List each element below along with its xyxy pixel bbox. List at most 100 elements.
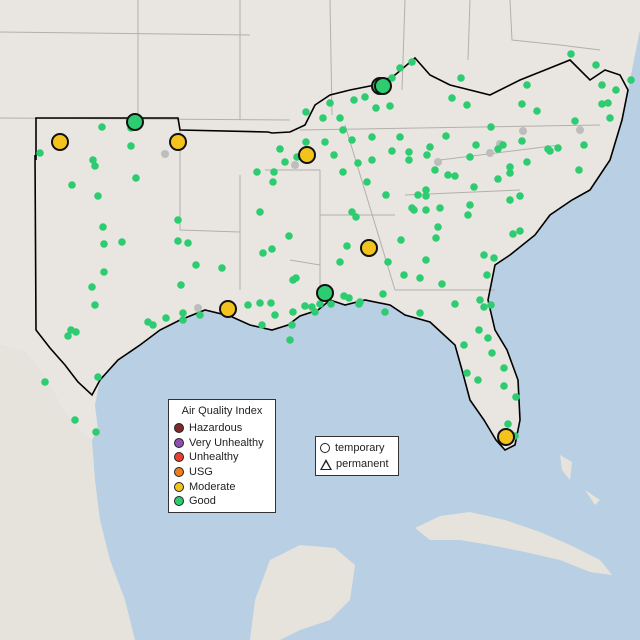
station-marker-good[interactable] (285, 232, 293, 240)
station-marker-good[interactable] (405, 148, 413, 156)
station-marker-good[interactable] (400, 271, 408, 279)
temporary-monitor-good[interactable] (316, 284, 334, 302)
station-marker-good[interactable] (196, 311, 204, 319)
station-marker-good[interactable] (162, 314, 170, 322)
temporary-monitor-moderate[interactable] (497, 428, 515, 446)
station-marker-good[interactable] (451, 300, 459, 308)
station-marker-good[interactable] (268, 245, 276, 253)
station-marker-good[interactable] (567, 50, 575, 58)
station-marker-good[interactable] (253, 168, 261, 176)
station-marker-good[interactable] (494, 175, 502, 183)
station-marker-good[interactable] (363, 178, 371, 186)
station-marker-good[interactable] (258, 321, 266, 329)
station-marker-good[interactable] (381, 308, 389, 316)
station-marker-good[interactable] (488, 349, 496, 357)
station-marker-good[interactable] (99, 223, 107, 231)
station-marker-good[interactable] (396, 133, 404, 141)
station-marker-good[interactable] (302, 138, 310, 146)
station-marker-good[interactable] (94, 192, 102, 200)
station-marker-good[interactable] (184, 239, 192, 247)
station-marker-good[interactable] (408, 204, 416, 212)
station-marker-good[interactable] (438, 280, 446, 288)
station-marker-good[interactable] (326, 99, 334, 107)
station-marker-good[interactable] (518, 100, 526, 108)
station-marker-good[interactable] (472, 141, 480, 149)
station-marker-good[interactable] (483, 271, 491, 279)
station-marker-good[interactable] (571, 117, 579, 125)
station-marker-good[interactable] (416, 309, 424, 317)
station-marker-good[interactable] (422, 206, 430, 214)
station-marker-good[interactable] (41, 378, 49, 386)
station-marker-good[interactable] (580, 141, 588, 149)
station-marker-good[interactable] (71, 416, 79, 424)
station-marker-good[interactable] (94, 373, 102, 381)
station-marker-inactive[interactable] (576, 126, 584, 134)
station-marker-inactive[interactable] (519, 127, 527, 135)
station-marker-good[interactable] (270, 168, 278, 176)
station-marker-good[interactable] (100, 268, 108, 276)
station-marker-good[interactable] (372, 104, 380, 112)
station-marker-good[interactable] (382, 191, 390, 199)
station-marker-good[interactable] (523, 158, 531, 166)
station-marker-good[interactable] (179, 316, 187, 324)
station-marker-good[interactable] (345, 294, 353, 302)
station-marker-good[interactable] (432, 234, 440, 242)
station-marker-good[interactable] (91, 162, 99, 170)
station-marker-good[interactable] (348, 208, 356, 216)
station-marker-good[interactable] (448, 94, 456, 102)
station-marker-good[interactable] (179, 309, 187, 317)
station-marker-good[interactable] (464, 211, 472, 219)
station-marker-good[interactable] (276, 145, 284, 153)
station-marker-inactive[interactable] (161, 150, 169, 158)
station-marker-good[interactable] (533, 107, 541, 115)
station-marker-good[interactable] (301, 302, 309, 310)
station-marker-good[interactable] (91, 301, 99, 309)
station-marker-good[interactable] (460, 341, 468, 349)
station-marker-good[interactable] (289, 308, 297, 316)
station-marker-good[interactable] (487, 123, 495, 131)
station-marker-good[interactable] (256, 299, 264, 307)
station-marker-good[interactable] (500, 382, 508, 390)
station-marker-good[interactable] (431, 166, 439, 174)
temporary-monitor-good[interactable] (374, 77, 392, 95)
station-marker-good[interactable] (388, 74, 396, 82)
station-marker-good[interactable] (336, 114, 344, 122)
station-marker-good[interactable] (302, 108, 310, 116)
station-marker-good[interactable] (487, 301, 495, 309)
station-marker-good[interactable] (319, 114, 327, 122)
station-marker-good[interactable] (308, 303, 316, 311)
station-marker-good[interactable] (604, 99, 612, 107)
station-marker-good[interactable] (336, 258, 344, 266)
station-marker-good[interactable] (316, 300, 324, 308)
station-marker-good[interactable] (451, 172, 459, 180)
station-marker-good[interactable] (386, 102, 394, 110)
station-marker-good[interactable] (422, 186, 430, 194)
station-marker-good[interactable] (612, 86, 620, 94)
station-marker-good[interactable] (339, 168, 347, 176)
station-marker-good[interactable] (490, 254, 498, 262)
station-marker-good[interactable] (361, 93, 369, 101)
station-marker-good[interactable] (218, 264, 226, 272)
temporary-monitor-good[interactable] (126, 113, 144, 131)
station-marker-good[interactable] (463, 101, 471, 109)
station-marker-good[interactable] (396, 64, 404, 72)
station-marker-good[interactable] (354, 159, 362, 167)
station-marker-good[interactable] (384, 258, 392, 266)
station-marker-good[interactable] (506, 163, 514, 171)
station-marker-good[interactable] (554, 144, 562, 152)
station-marker-good[interactable] (244, 301, 252, 309)
station-marker-good[interactable] (408, 58, 416, 66)
station-marker-good[interactable] (480, 251, 488, 259)
station-marker-good[interactable] (288, 321, 296, 329)
temporary-monitor-moderate[interactable] (169, 133, 187, 151)
station-marker-good[interactable] (355, 300, 363, 308)
station-marker-good[interactable] (368, 133, 376, 141)
station-marker-good[interactable] (506, 196, 514, 204)
station-marker-good[interactable] (416, 274, 424, 282)
station-marker-inactive[interactable] (486, 149, 494, 157)
station-marker-good[interactable] (100, 240, 108, 248)
station-marker-good[interactable] (88, 283, 96, 291)
station-marker-good[interactable] (518, 137, 526, 145)
station-marker-good[interactable] (89, 156, 97, 164)
